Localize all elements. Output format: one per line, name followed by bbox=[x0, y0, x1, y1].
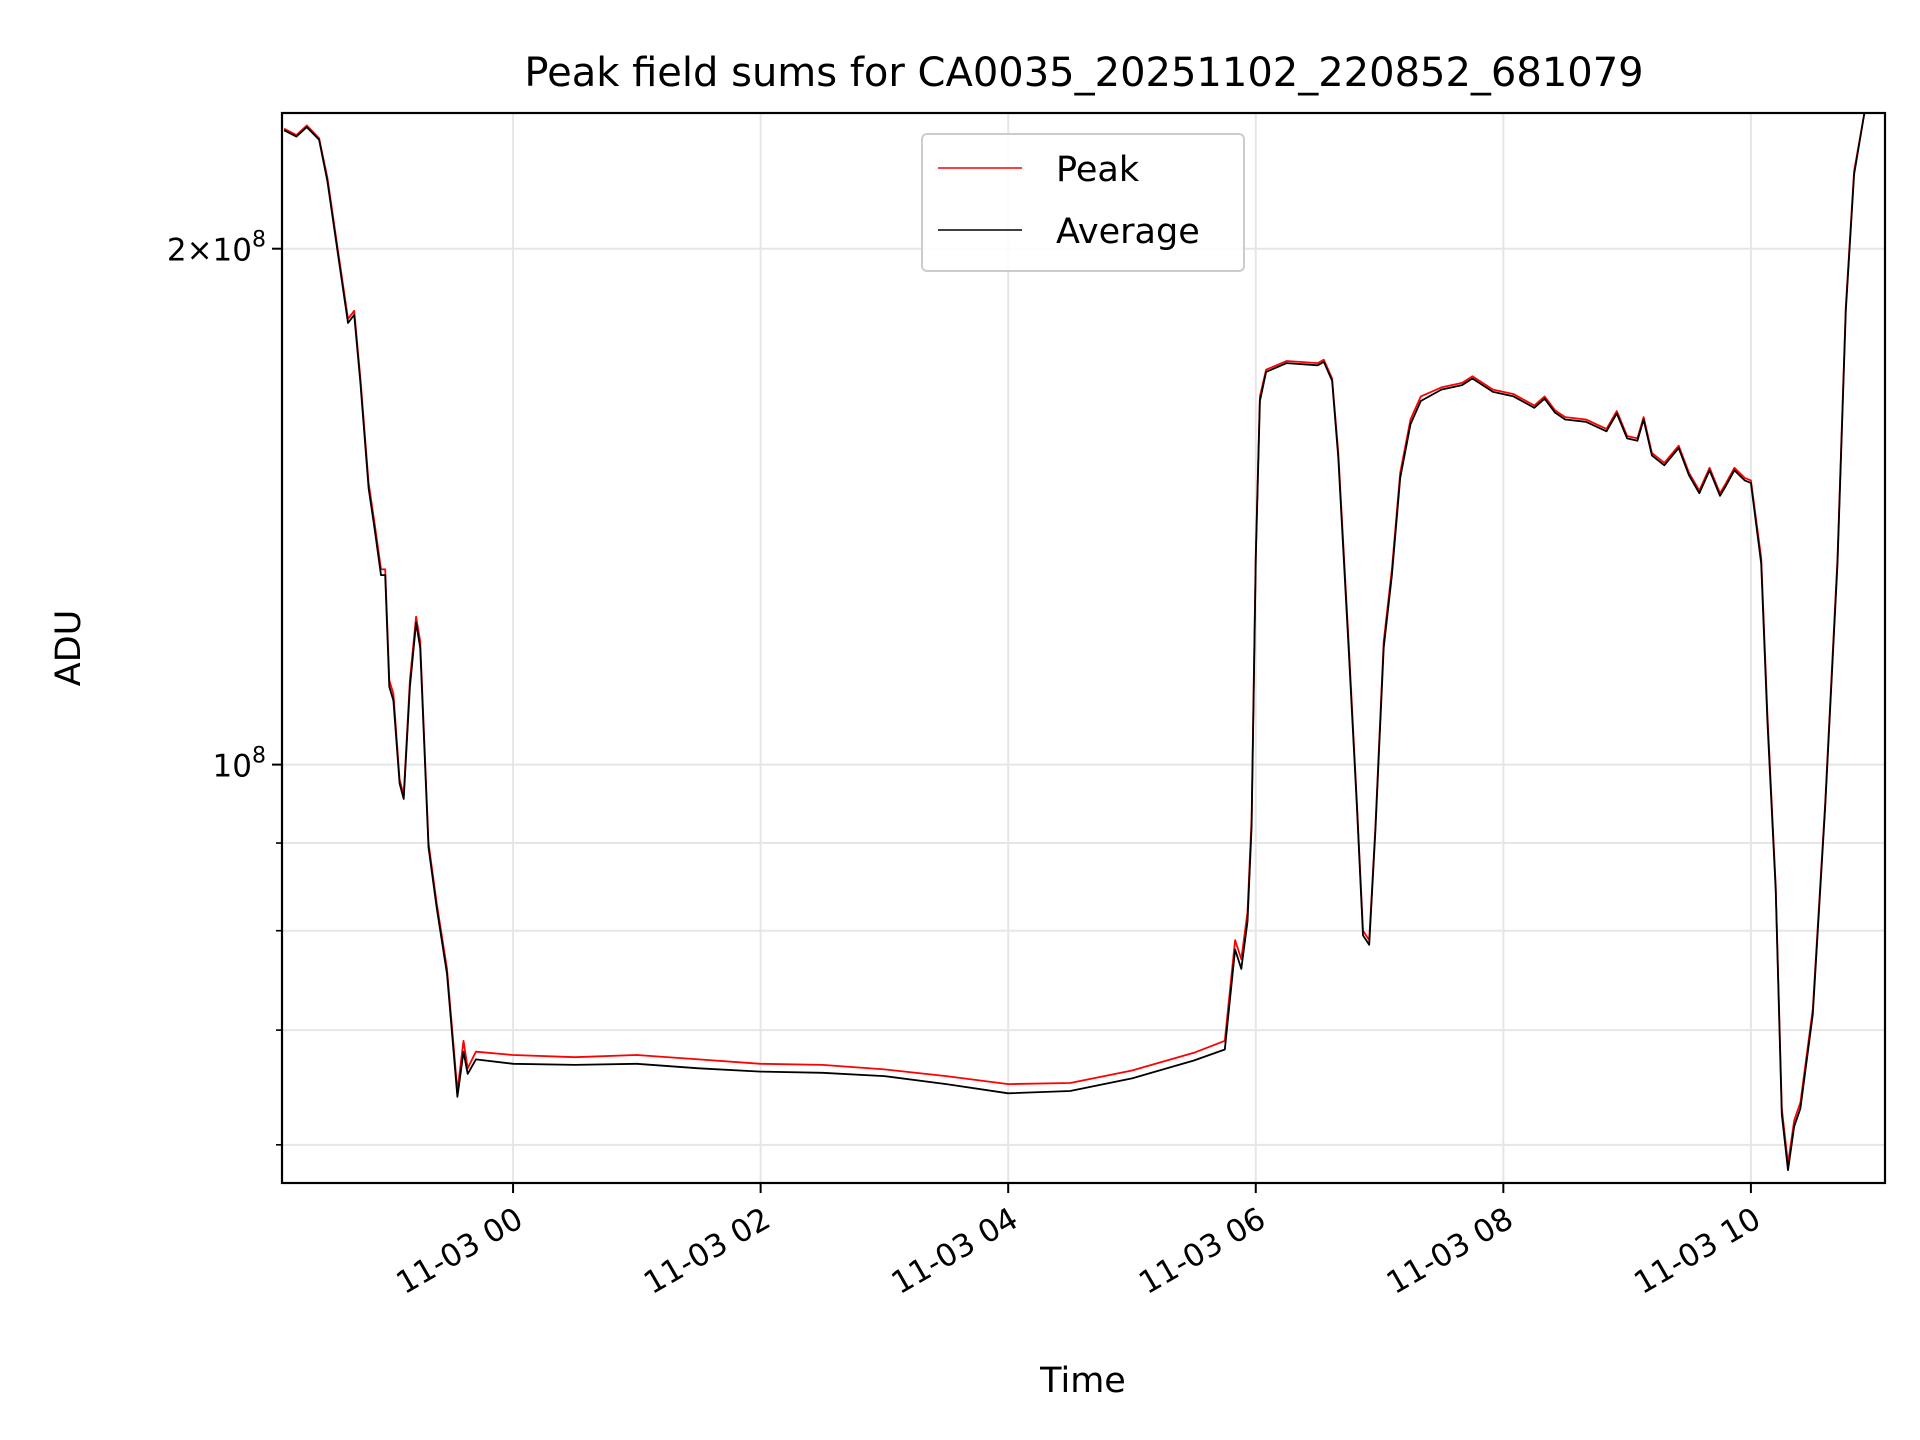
plot-frame bbox=[280, 111, 1887, 1185]
y-tick-label: 2×108 bbox=[167, 228, 266, 269]
legend-peak-label: Peak bbox=[1056, 150, 1140, 190]
legend-average-label: Average bbox=[1056, 212, 1200, 252]
y-axis-label: ADU bbox=[49, 610, 89, 687]
legend: Peak Average bbox=[921, 133, 1245, 272]
x-axis-label: Time bbox=[1039, 1361, 1126, 1401]
chart-title: Peak field sums for CA0035_20251102_2208… bbox=[524, 50, 1643, 96]
series-line-average bbox=[283, 113, 1885, 1171]
y-tick-label: 108 bbox=[213, 744, 266, 785]
